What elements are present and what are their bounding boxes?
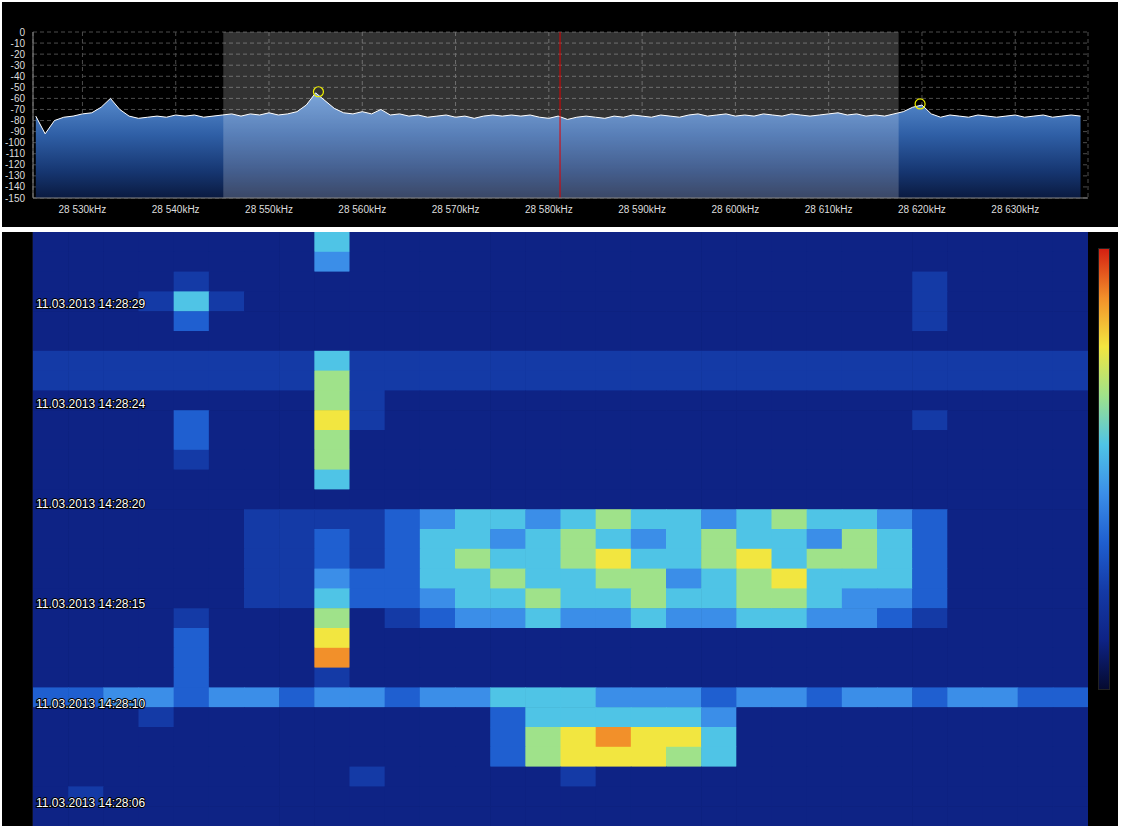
svg-text:11.03.2013 14:28:15: 11.03.2013 14:28:15	[36, 597, 146, 611]
svg-text:11.03.2013 14:28:29: 11.03.2013 14:28:29	[36, 297, 146, 311]
svg-text:-40: -40	[11, 71, 26, 82]
svg-text:0: 0	[19, 27, 25, 38]
svg-text:28 560kHz: 28 560kHz	[338, 204, 386, 215]
svg-text:28 570kHz: 28 570kHz	[432, 204, 480, 215]
svg-text:28 600kHz: 28 600kHz	[711, 204, 759, 215]
svg-text:11.03.2013 14:28:24: 11.03.2013 14:28:24	[36, 397, 146, 411]
svg-text:28 590kHz: 28 590kHz	[618, 204, 666, 215]
svg-text:-130: -130	[5, 170, 25, 181]
svg-text:28 580kHz: 28 580kHz	[525, 204, 573, 215]
svg-text:-70: -70	[11, 104, 26, 115]
svg-text:-120: -120	[5, 159, 25, 170]
svg-text:11.03.2013 14:28:10: 11.03.2013 14:28:10	[36, 697, 146, 711]
svg-text:-150: -150	[5, 193, 25, 204]
svg-text:11.03.2013 14:28:06: 11.03.2013 14:28:06	[36, 796, 146, 810]
svg-text:11.03.2013 14:28:20: 11.03.2013 14:28:20	[36, 497, 146, 511]
svg-text:-30: -30	[11, 60, 26, 71]
svg-text:-100: -100	[5, 137, 25, 148]
svg-text:28 530kHz: 28 530kHz	[59, 204, 107, 215]
svg-text:-140: -140	[5, 181, 25, 192]
svg-text:-80: -80	[11, 115, 26, 126]
svg-text:28 620kHz: 28 620kHz	[898, 204, 946, 215]
svg-text:-110: -110	[6, 148, 26, 159]
svg-text:28 630kHz: 28 630kHz	[991, 204, 1039, 215]
svg-text:28 540kHz: 28 540kHz	[152, 204, 200, 215]
svg-text:-10: -10	[11, 38, 26, 49]
svg-text:28 610kHz: 28 610kHz	[805, 204, 853, 215]
svg-text:-20: -20	[11, 49, 26, 60]
svg-text:28 550kHz: 28 550kHz	[245, 204, 293, 215]
svg-text:-50: -50	[11, 82, 26, 93]
svg-text:-60: -60	[11, 93, 26, 104]
svg-text:-90: -90	[11, 126, 26, 137]
